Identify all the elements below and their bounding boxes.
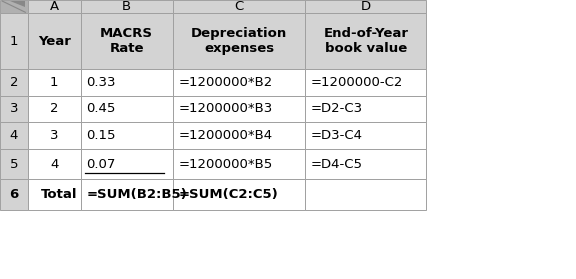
Text: 5: 5	[10, 158, 18, 170]
Bar	[0, 179, 28, 210]
Bar	[305, 179, 426, 210]
Bar	[0, 69, 28, 96]
Bar	[305, 13, 426, 69]
Bar	[0, 13, 28, 69]
Bar	[173, 96, 305, 122]
Bar	[0, 0, 28, 13]
Bar	[28, 179, 81, 210]
Bar	[173, 13, 305, 69]
Text: 4: 4	[10, 129, 18, 142]
Text: =D3-C4: =D3-C4	[311, 129, 363, 142]
Bar	[305, 0, 426, 13]
Text: =1200000*B5: =1200000*B5	[179, 158, 273, 170]
Text: 1: 1	[50, 76, 58, 89]
Text: 4: 4	[50, 158, 58, 170]
Text: 3: 3	[10, 102, 18, 116]
Bar	[81, 0, 173, 13]
Bar	[305, 96, 426, 122]
Bar	[28, 69, 81, 96]
Text: 0.15: 0.15	[86, 129, 116, 142]
Text: =D2-C3: =D2-C3	[311, 102, 363, 116]
Text: D: D	[361, 0, 371, 13]
Text: =D4-C5: =D4-C5	[311, 158, 363, 170]
Text: 3: 3	[50, 129, 58, 142]
Bar	[81, 69, 173, 96]
Text: =1200000*B2: =1200000*B2	[179, 76, 273, 89]
Bar	[81, 96, 173, 122]
Bar	[305, 122, 426, 149]
Text: Depreciation
expenses: Depreciation expenses	[191, 27, 287, 55]
Text: =SUM(B2:B5): =SUM(B2:B5)	[86, 188, 187, 201]
Bar	[0, 122, 28, 149]
Text: 0.33: 0.33	[86, 76, 116, 89]
Bar	[28, 149, 81, 179]
Bar	[173, 69, 305, 96]
Text: =1200000*B4: =1200000*B4	[179, 129, 272, 142]
Text: =1200000-C2: =1200000-C2	[311, 76, 403, 89]
Bar	[81, 179, 173, 210]
Bar	[305, 69, 426, 96]
Bar	[305, 149, 426, 179]
Text: 2: 2	[50, 102, 58, 116]
Bar	[0, 96, 28, 122]
Polygon shape	[10, 1, 25, 7]
Text: C: C	[234, 0, 244, 13]
Text: Total: Total	[41, 188, 78, 201]
Bar	[28, 122, 81, 149]
Bar	[81, 13, 173, 69]
Text: End-of-Year
book value: End-of-Year book value	[323, 27, 408, 55]
Text: 2: 2	[10, 76, 18, 89]
Bar	[173, 0, 305, 13]
Bar	[81, 149, 173, 179]
Text: 6: 6	[9, 188, 18, 201]
Bar	[28, 13, 81, 69]
Text: Year: Year	[37, 35, 71, 48]
Bar	[173, 122, 305, 149]
Text: =1200000*B3: =1200000*B3	[179, 102, 273, 116]
Bar	[28, 0, 81, 13]
Bar	[28, 96, 81, 122]
Text: B: B	[122, 0, 131, 13]
Bar	[173, 179, 305, 210]
Bar	[81, 122, 173, 149]
Text: =SUM(C2:C5): =SUM(C2:C5)	[179, 188, 278, 201]
Bar	[173, 149, 305, 179]
Text: 0.07: 0.07	[86, 158, 116, 170]
Text: A: A	[50, 0, 59, 13]
Bar	[0, 149, 28, 179]
Text: MACRS
Rate: MACRS Rate	[100, 27, 153, 55]
Text: 0.45: 0.45	[86, 102, 116, 116]
Text: 1: 1	[10, 35, 18, 48]
